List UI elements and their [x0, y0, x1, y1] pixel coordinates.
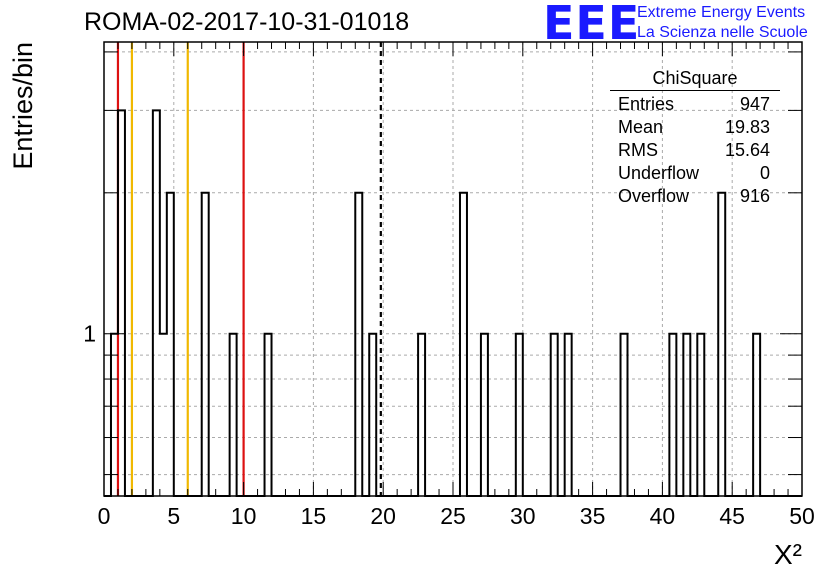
x-axis-label: X²	[774, 539, 802, 570]
stats-title: ChiSquare	[610, 68, 780, 91]
stats-label: Entries	[618, 94, 675, 114]
eee-logo: EEE	[543, 0, 641, 50]
x-tick-label: 30	[510, 503, 536, 529]
stats-label: Mean	[618, 117, 664, 137]
stats-box: ChiSquare Entries 947 Mean 19.83 RMS 15.64 Und…	[610, 68, 780, 208]
stats-value: 916	[739, 186, 770, 206]
x-tick-label: 10	[231, 503, 257, 529]
logo-subtitle-line2: La Scienza nelle Scuole	[637, 24, 808, 41]
y-tick-label: 1	[83, 321, 96, 347]
stats-value: 19.83	[724, 117, 770, 137]
x-tick-label: 15	[301, 503, 327, 529]
stats-label: RMS	[618, 140, 658, 160]
x-tick-label: 20	[370, 503, 396, 529]
stats-row: RMS 15.64	[610, 139, 780, 162]
stats-row: Overflow 916	[610, 185, 780, 208]
x-tick-label: 5	[167, 503, 180, 529]
x-tick-label: 40	[650, 503, 676, 529]
y-tick-labels: 1	[83, 321, 96, 347]
stats-value: 15.64	[724, 140, 770, 160]
axis-ticks	[103, 42, 803, 496]
x-tick-label: 35	[580, 503, 606, 529]
logo-subtitle-line1: Extreme Energy Events	[637, 4, 806, 21]
x-tick-label: 45	[719, 503, 745, 529]
histogram-outline	[104, 109, 802, 497]
stats-value: 0	[759, 163, 770, 183]
chart-title: ROMA-02-2017-10-31-01018	[84, 8, 410, 36]
x-tick-label: 0	[98, 503, 111, 529]
stats-row: Entries 947	[610, 93, 780, 116]
x-tick-labels: 0 5 10 15 20 25 30 35 40 45 50	[98, 503, 815, 529]
y-axis-label: Entries/bin	[8, 42, 38, 170]
stats-value: 947	[739, 94, 770, 114]
x-tick-label: 25	[440, 503, 466, 529]
stats-row: Underflow 0	[610, 162, 780, 185]
stats-label: Underflow	[618, 163, 700, 183]
x-tick-label: 50	[789, 503, 815, 529]
stats-label: Overflow	[618, 186, 690, 206]
stats-row: Mean 19.83	[610, 116, 780, 139]
